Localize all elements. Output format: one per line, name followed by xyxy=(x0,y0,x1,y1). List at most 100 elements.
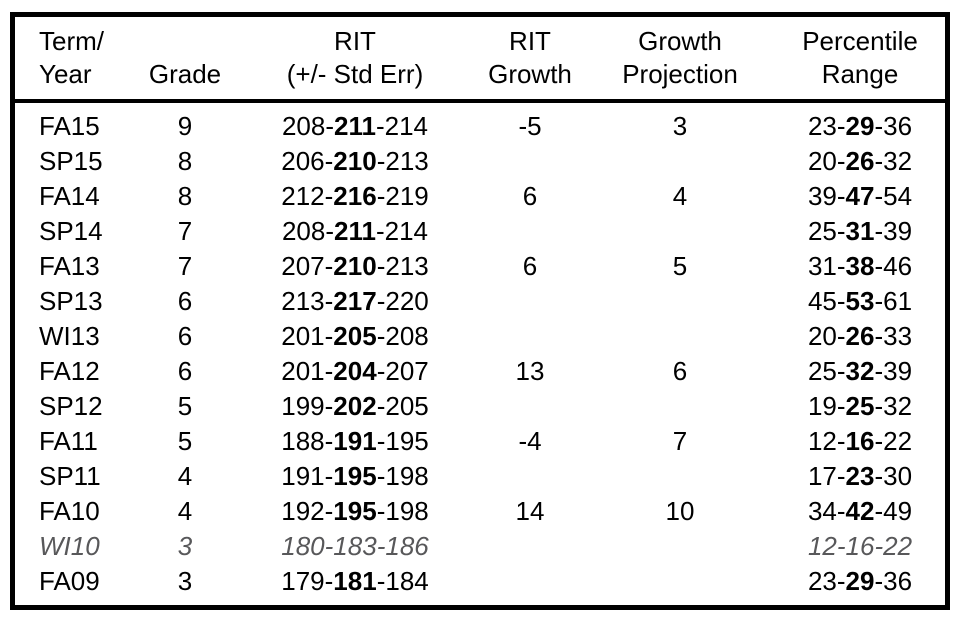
range-separator: - xyxy=(874,461,884,491)
cell-rit-range: 207-210-213 xyxy=(235,249,475,284)
growth-projection-value: 3 xyxy=(672,111,688,141)
grade-value: 3 xyxy=(177,531,193,561)
cell-growth-projection: 3 xyxy=(585,101,775,144)
percentile-mid-value: 29 xyxy=(845,111,875,141)
rit-mid-value: 191 xyxy=(333,426,377,456)
range-separator: - xyxy=(375,216,385,246)
table-header: Term/ Year Grade RIT (+/- Std Err) RIT G… xyxy=(15,17,945,103)
cell-percentile-range: 23-29-36 xyxy=(775,101,945,144)
range-separator: - xyxy=(324,391,334,421)
range-separator: - xyxy=(874,111,884,141)
header-line: Year xyxy=(39,59,92,89)
cell-growth-projection: 6 xyxy=(585,354,775,389)
range-separator: - xyxy=(874,146,884,176)
rit-low-value: 208 xyxy=(281,111,326,141)
percentile-low-value: 17 xyxy=(807,461,837,491)
rit-high-value: 220 xyxy=(385,286,429,316)
rit-mid-value: 211 xyxy=(334,216,376,246)
grade-value: 8 xyxy=(177,146,193,176)
rit-high-value: 213 xyxy=(385,146,429,176)
term-year-value: FA15 xyxy=(39,111,100,141)
rit-mid-value: 210 xyxy=(333,146,377,176)
cell-rit-range: 208-211-214 xyxy=(235,101,475,144)
percentile-mid-value: 42 xyxy=(845,496,875,526)
grade-value: 5 xyxy=(177,391,193,421)
percentile-low-value: 34 xyxy=(807,496,837,526)
cell-percentile-range: 12-16-22 xyxy=(775,424,945,459)
grade-value: 7 xyxy=(177,216,193,246)
cell-rit-range: 179-181-184 xyxy=(235,564,475,599)
rit-growth-value: -4 xyxy=(518,426,542,456)
term-year-value: FA09 xyxy=(39,566,100,596)
term-year-value: FA12 xyxy=(39,356,100,386)
range-separator: - xyxy=(376,531,386,561)
range-separator: - xyxy=(325,111,335,141)
rit-high-value: 184 xyxy=(385,566,429,596)
percentile-high-value: 61 xyxy=(883,286,913,316)
range-separator: - xyxy=(874,531,884,561)
rit-growth-value: -5 xyxy=(518,111,542,141)
cell-percentile-range: 23-29-36 xyxy=(775,564,945,599)
header-line: Term/ xyxy=(39,26,104,56)
range-separator: - xyxy=(836,111,846,141)
rit-mid-value: 216 xyxy=(333,181,377,211)
cell-percentile-range: 31-38-46 xyxy=(775,249,945,284)
range-separator: - xyxy=(836,531,846,561)
cell-grade: 9 xyxy=(135,101,235,144)
cell-term-year: FA09 xyxy=(15,564,135,599)
term-year-value: FA13 xyxy=(39,251,100,281)
cell-grade: 7 xyxy=(135,249,235,284)
cell-rit-range: 201-205-208 xyxy=(235,319,475,354)
header-line: Percentile xyxy=(802,26,918,56)
table-row: WI10 3 180-183-186 12-16-22 xyxy=(15,529,945,564)
percentile-low-value: 19 xyxy=(807,391,837,421)
cell-growth-projection xyxy=(585,284,775,319)
cell-term-year: SP14 xyxy=(15,214,135,249)
table-row: SP14 7 208-211-214 25-31-39 xyxy=(15,214,945,249)
range-separator: - xyxy=(836,496,846,526)
range-separator: - xyxy=(375,111,385,141)
term-year-value: SP15 xyxy=(39,146,103,176)
cell-rit-range: 212-216-219 xyxy=(235,179,475,214)
range-separator: - xyxy=(874,566,884,596)
range-separator: - xyxy=(836,146,846,176)
cell-rit-growth: 13 xyxy=(475,354,585,389)
cell-rit-range: 201-204-207 xyxy=(235,354,475,389)
term-year-value: FA14 xyxy=(39,181,100,211)
range-separator: - xyxy=(836,286,846,316)
cell-percentile-range: 20-26-33 xyxy=(775,319,945,354)
cell-grade: 4 xyxy=(135,494,235,529)
cell-rit-range: 206-210-213 xyxy=(235,144,475,179)
range-separator: - xyxy=(874,181,884,211)
rit-high-value: 195 xyxy=(385,426,429,456)
column-header-percentile-range: Percentile Range xyxy=(775,17,945,103)
percentile-low-value: 25 xyxy=(807,356,837,386)
cell-rit-range: 199-202-205 xyxy=(235,389,475,424)
rit-mid-value: 195 xyxy=(333,461,377,491)
range-separator: - xyxy=(376,251,386,281)
cell-grade: 5 xyxy=(135,389,235,424)
cell-grade: 8 xyxy=(135,144,235,179)
rit-high-value: 198 xyxy=(385,461,429,491)
grade-value: 6 xyxy=(177,321,193,351)
rit-growth-value: 6 xyxy=(522,251,538,281)
cell-percentile-range: 19-25-32 xyxy=(775,389,945,424)
header-line: Growth xyxy=(638,26,722,56)
percentile-mid-value: 16 xyxy=(845,531,875,561)
growth-projection-value: 7 xyxy=(672,426,688,456)
range-separator: - xyxy=(376,461,386,491)
cell-rit-growth xyxy=(475,319,585,354)
percentile-low-value: 23 xyxy=(807,111,837,141)
percentile-high-value: 54 xyxy=(883,181,913,211)
percentile-mid-value: 16 xyxy=(845,426,875,456)
range-separator: - xyxy=(874,356,884,386)
range-separator: - xyxy=(324,566,334,596)
cell-term-year: SP11 xyxy=(15,459,135,494)
table-row: FA10 4 192-195-198 14 10 34-42-49 xyxy=(15,494,945,529)
range-separator: - xyxy=(836,426,846,456)
table-row: WI13 6 201-205-208 20-26-33 xyxy=(15,319,945,354)
cell-term-year: FA10 xyxy=(15,494,135,529)
table-body: FA15 9 208-211-214 -5 3 23-29-36 SP15 8 … xyxy=(15,101,945,599)
rit-mid-value: 181 xyxy=(333,566,377,596)
cell-term-year: FA15 xyxy=(15,101,135,144)
